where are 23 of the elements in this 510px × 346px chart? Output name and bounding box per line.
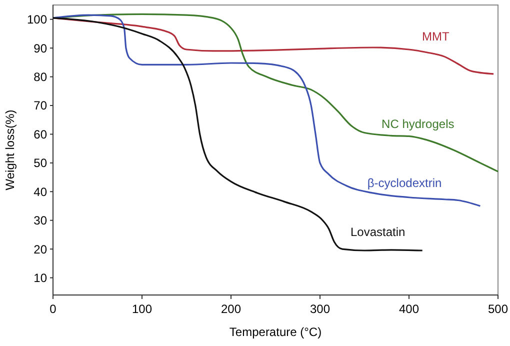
x-axis-title: Temperature (°C) (229, 325, 322, 339)
y-tick-label: 20 (34, 242, 48, 256)
series-label: β-cyclodextrin (367, 176, 442, 190)
y-tick-label: 60 (34, 127, 48, 142)
y-tick-label: 10 (34, 270, 48, 285)
y-tick-label: 40 (34, 184, 48, 199)
y-tick-label: 100 (26, 12, 48, 27)
x-tick-label: 0 (50, 302, 57, 316)
y-tick-label: 90 (34, 41, 48, 56)
y-tick-label: 70 (34, 98, 48, 113)
y-tick-label: 30 (34, 214, 48, 228)
y-tick-label: 50 (34, 156, 48, 170)
series-label: MMT (422, 30, 450, 44)
x-tick-label: 500 (488, 302, 508, 316)
series-label: Lovastatin (350, 225, 406, 240)
x-tick-label: 100 (132, 302, 152, 316)
x-tick-label: 400 (398, 302, 420, 316)
x-tick-label: 300 (310, 302, 330, 316)
series-label: NC hydrogels (382, 117, 454, 132)
x-tick-label: 200 (220, 302, 242, 316)
y-tick-label: 80 (34, 70, 48, 84)
line-series (52, 14, 481, 207)
y-axis-title: Weight loss(%) (3, 110, 17, 190)
